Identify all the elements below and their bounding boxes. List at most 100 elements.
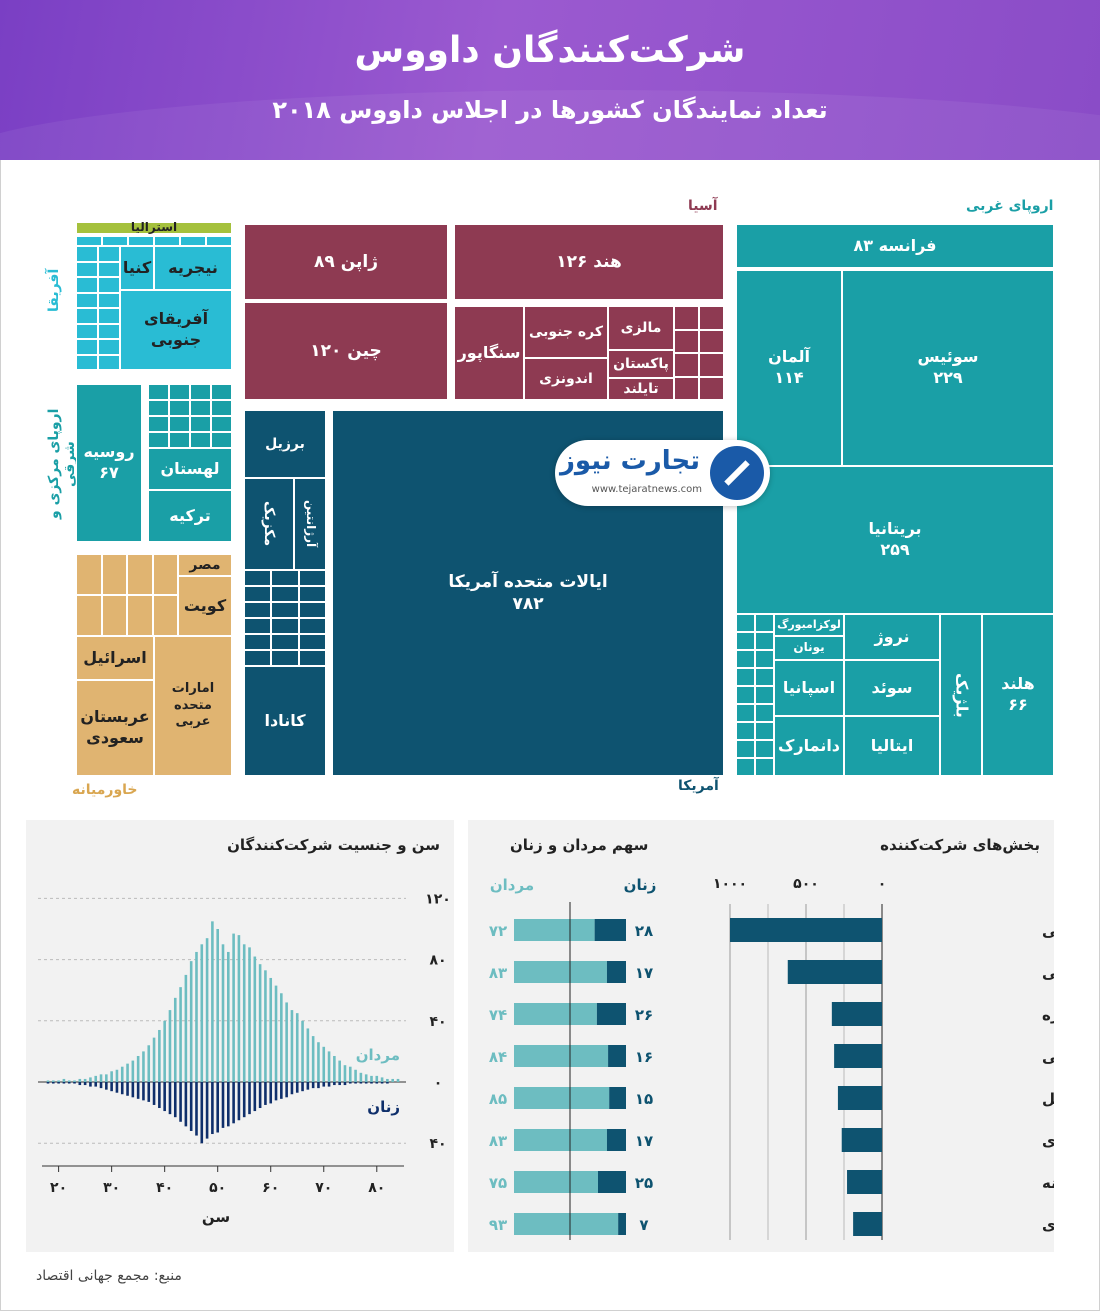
small-country-tile bbox=[169, 416, 190, 432]
sector-category-label: انرژی bbox=[1042, 1216, 1054, 1234]
women-bar bbox=[126, 1082, 129, 1096]
men-bar bbox=[285, 1002, 288, 1082]
small-country-tile bbox=[755, 704, 774, 722]
logo-site-text: www.tejaratnews.com bbox=[591, 484, 702, 495]
tile-switzerland: سوئیس ۲۲۹ bbox=[842, 270, 1054, 466]
small-country-tile bbox=[211, 384, 232, 400]
tile-egypt: مصر bbox=[178, 554, 232, 576]
men-share-bar bbox=[514, 1171, 598, 1193]
x-tick-label: ۵۰ bbox=[209, 1180, 226, 1196]
women-bar bbox=[216, 1082, 219, 1133]
small-country-tile bbox=[98, 246, 120, 262]
women-share-bar bbox=[598, 1171, 626, 1193]
women-bar bbox=[306, 1082, 310, 1090]
men-share-bar bbox=[514, 961, 607, 983]
women-bar bbox=[290, 1082, 294, 1095]
men-bar bbox=[62, 1078, 66, 1082]
tile-mexico: مکزیک bbox=[244, 478, 294, 570]
x-tick-label: ۲۰ bbox=[50, 1180, 67, 1196]
women-bar bbox=[242, 1082, 246, 1118]
men-share-bar bbox=[514, 1129, 607, 1151]
y-tick-label: ۸۰ bbox=[429, 953, 446, 969]
small-country-tile bbox=[190, 400, 211, 416]
sector-category-label: مشاوره bbox=[1042, 1006, 1054, 1024]
women-bar bbox=[115, 1082, 119, 1093]
tile-india: هند ۱۲۶ bbox=[454, 224, 724, 300]
men-bar bbox=[301, 1020, 304, 1082]
women-bar bbox=[179, 1082, 182, 1122]
men-bar bbox=[179, 987, 182, 1082]
sector-category-label: مالی bbox=[1042, 964, 1054, 982]
small-country-tile bbox=[699, 329, 724, 353]
sector-bar bbox=[831, 1002, 882, 1026]
small-country-tile bbox=[271, 650, 299, 666]
small-country-tile bbox=[180, 236, 206, 246]
men-bar bbox=[73, 1080, 76, 1082]
women-bar bbox=[78, 1082, 82, 1086]
men-bar bbox=[295, 1013, 299, 1082]
men-share-label: ۹۳ bbox=[489, 1216, 507, 1234]
small-country-tile bbox=[244, 602, 272, 618]
men-bar bbox=[317, 1042, 320, 1082]
women-bar bbox=[301, 1082, 304, 1092]
women-bar bbox=[348, 1082, 352, 1084]
women-bar bbox=[62, 1082, 66, 1084]
small-country-tile bbox=[755, 668, 774, 686]
women-share-label: ۱۷ bbox=[635, 1132, 653, 1150]
tile-south-africa: آفریقای جنوبی bbox=[120, 290, 232, 370]
men-bar bbox=[391, 1078, 394, 1082]
logo-brand-text: تجارت نیوز bbox=[559, 446, 700, 476]
women-bar bbox=[386, 1082, 389, 1084]
age-gender-panel: سن و جنسیت شرکت‌کنندگان ۱۲۰ ۸۰ ۴۰ ۰ ۴۰ مردان ز… bbox=[26, 820, 454, 1252]
legend-women: زنان bbox=[624, 876, 657, 894]
men-bar bbox=[348, 1066, 352, 1082]
tile-greece: یونان bbox=[774, 636, 844, 660]
women-bar bbox=[158, 1082, 161, 1109]
men-bar bbox=[126, 1063, 129, 1082]
y-tick-label: ۴۰ bbox=[429, 1136, 446, 1152]
sector-bar bbox=[730, 918, 882, 942]
women-bar bbox=[46, 1082, 50, 1084]
tile-singapore: سنگاپور bbox=[454, 306, 524, 400]
tile-sweden: سوئد bbox=[844, 660, 940, 716]
men-bar bbox=[142, 1051, 145, 1082]
small-country-tile bbox=[152, 554, 178, 595]
women-bar bbox=[380, 1082, 384, 1084]
men-bar bbox=[89, 1077, 92, 1082]
women-bar bbox=[136, 1082, 140, 1099]
small-country-tile bbox=[127, 595, 153, 636]
men-share-label: ۷۴ bbox=[489, 1006, 507, 1024]
women-bar bbox=[338, 1082, 341, 1086]
women-bar bbox=[189, 1082, 193, 1131]
small-country-tile bbox=[148, 416, 169, 432]
sector-tick-label: ۵۰۰ bbox=[793, 876, 819, 892]
men-bar bbox=[354, 1069, 357, 1082]
women-bar bbox=[333, 1082, 336, 1086]
men-bar bbox=[168, 1010, 172, 1082]
sector-bar bbox=[841, 1128, 882, 1152]
women-share-label: ۲۸ bbox=[635, 922, 653, 940]
small-country-tile bbox=[169, 384, 190, 400]
small-country-tile bbox=[298, 618, 326, 634]
small-country-tile bbox=[190, 384, 211, 400]
brand-logo: تجارت نیوز www.tejaratnews.com bbox=[555, 440, 770, 506]
women-bar bbox=[211, 1082, 214, 1135]
sector-tick-label: ۱۰۰۰ bbox=[713, 876, 747, 892]
small-country-tile bbox=[98, 261, 120, 277]
region-label-americas: آمریکا bbox=[678, 778, 719, 794]
women-share-bar bbox=[596, 1003, 626, 1025]
sector-category-label: دولتی و غیرانتفاعی bbox=[1042, 922, 1054, 940]
women-bar bbox=[248, 1082, 251, 1115]
men-bar bbox=[370, 1075, 373, 1082]
men-bar bbox=[274, 985, 278, 1082]
men-bar bbox=[147, 1045, 151, 1082]
small-country-tile bbox=[755, 650, 774, 668]
men-bar bbox=[311, 1036, 315, 1082]
men-share-bar bbox=[514, 919, 595, 941]
small-country-tile bbox=[190, 432, 211, 448]
women-bar bbox=[221, 1082, 225, 1128]
tile-nigeria: نیجریه bbox=[154, 246, 232, 290]
tile-italy: ایتالیا bbox=[844, 716, 940, 776]
small-country-tile bbox=[674, 376, 699, 400]
region-label-asia: آسیا bbox=[688, 198, 718, 214]
